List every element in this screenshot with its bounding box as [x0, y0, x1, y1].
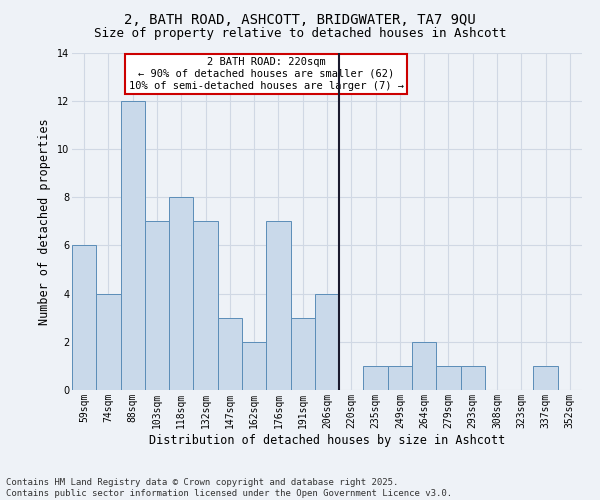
Text: Contains HM Land Registry data © Crown copyright and database right 2025.
Contai: Contains HM Land Registry data © Crown c…: [6, 478, 452, 498]
Bar: [290, 318, 315, 390]
Text: Size of property relative to detached houses in Ashcott: Size of property relative to detached ho…: [94, 28, 506, 40]
Bar: [364, 366, 388, 390]
Bar: [388, 366, 412, 390]
Bar: [145, 222, 169, 390]
Bar: [461, 366, 485, 390]
Bar: [72, 246, 96, 390]
Bar: [436, 366, 461, 390]
Y-axis label: Number of detached properties: Number of detached properties: [38, 118, 51, 324]
Bar: [121, 100, 145, 390]
Bar: [315, 294, 339, 390]
Bar: [218, 318, 242, 390]
Bar: [533, 366, 558, 390]
Bar: [412, 342, 436, 390]
Bar: [96, 294, 121, 390]
Text: 2, BATH ROAD, ASHCOTT, BRIDGWATER, TA7 9QU: 2, BATH ROAD, ASHCOTT, BRIDGWATER, TA7 9…: [124, 12, 476, 26]
Text: 2 BATH ROAD: 220sqm
← 90% of detached houses are smaller (62)
10% of semi-detach: 2 BATH ROAD: 220sqm ← 90% of detached ho…: [129, 58, 404, 90]
Bar: [169, 197, 193, 390]
X-axis label: Distribution of detached houses by size in Ashcott: Distribution of detached houses by size …: [149, 434, 505, 446]
Bar: [266, 222, 290, 390]
Bar: [193, 222, 218, 390]
Bar: [242, 342, 266, 390]
